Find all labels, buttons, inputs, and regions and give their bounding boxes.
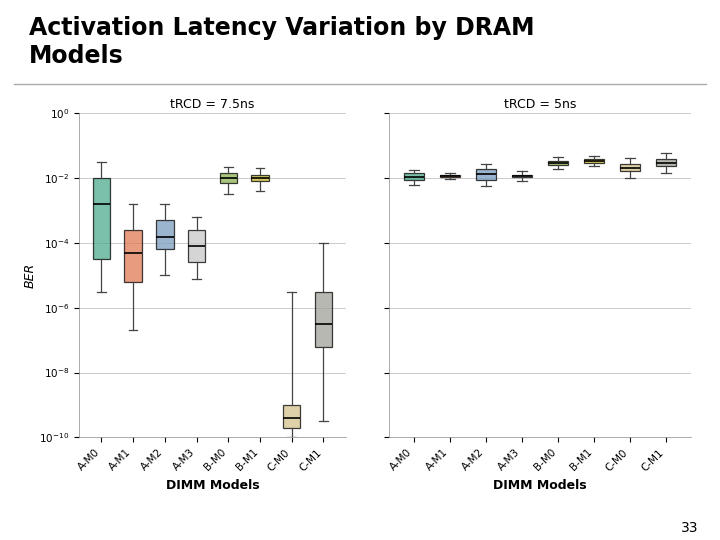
PathPatch shape [548, 161, 568, 165]
PathPatch shape [188, 230, 205, 262]
PathPatch shape [283, 405, 300, 428]
PathPatch shape [440, 174, 460, 177]
Text: 33: 33 [681, 521, 698, 535]
PathPatch shape [251, 175, 269, 181]
Text: Activation Latency Variation by DRAM
Models: Activation Latency Variation by DRAM Mod… [29, 16, 534, 68]
PathPatch shape [315, 292, 332, 347]
PathPatch shape [656, 159, 676, 166]
PathPatch shape [156, 220, 174, 249]
Title: tRCD = 5ns: tRCD = 5ns [504, 98, 576, 111]
Y-axis label: BER: BER [24, 263, 37, 288]
X-axis label: DIMM Models: DIMM Models [166, 478, 259, 491]
Title: tRCD = 7.5ns: tRCD = 7.5ns [170, 98, 255, 111]
PathPatch shape [125, 230, 142, 282]
PathPatch shape [220, 173, 237, 183]
PathPatch shape [93, 178, 110, 259]
X-axis label: DIMM Models: DIMM Models [493, 478, 587, 491]
PathPatch shape [584, 159, 604, 163]
PathPatch shape [620, 164, 640, 171]
PathPatch shape [476, 169, 496, 180]
PathPatch shape [404, 173, 424, 180]
PathPatch shape [512, 174, 532, 177]
